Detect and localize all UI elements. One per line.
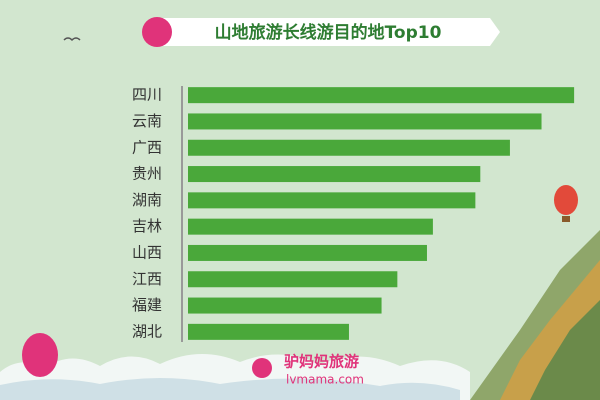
bar (188, 218, 433, 235)
category-label: 福建 (132, 296, 162, 314)
logo-icon (252, 358, 272, 378)
title-ribbon (160, 18, 500, 46)
bar (188, 323, 349, 340)
bar (188, 244, 427, 261)
bar (188, 271, 398, 288)
balloon (554, 185, 578, 215)
bar (188, 297, 382, 314)
clouds-shadow (0, 378, 460, 400)
bar (188, 166, 481, 183)
bird (63, 37, 81, 42)
bar (188, 87, 575, 104)
category-label: 吉林 (132, 217, 162, 235)
chart-title: 山地旅游长线游目的地Top10 (215, 22, 442, 43)
category-label: 湖北 (132, 322, 162, 340)
brand-site: lvmama.com (286, 373, 364, 387)
category-label: 四川 (132, 86, 162, 104)
mascot-icon (142, 17, 172, 47)
mascot (22, 333, 58, 377)
category-label: 山西 (132, 243, 162, 261)
mountain-forest (530, 300, 600, 400)
balloon-basket (562, 216, 570, 222)
category-label: 贵州 (132, 165, 162, 183)
category-label: 湖南 (132, 191, 162, 209)
category-label: 云南 (132, 112, 162, 130)
category-label: 江西 (132, 270, 162, 288)
bar (188, 192, 476, 209)
bar (188, 139, 510, 156)
category-label: 广西 (132, 138, 162, 156)
bar (188, 113, 542, 130)
brand-name: 驴妈妈旅游 (284, 353, 359, 371)
